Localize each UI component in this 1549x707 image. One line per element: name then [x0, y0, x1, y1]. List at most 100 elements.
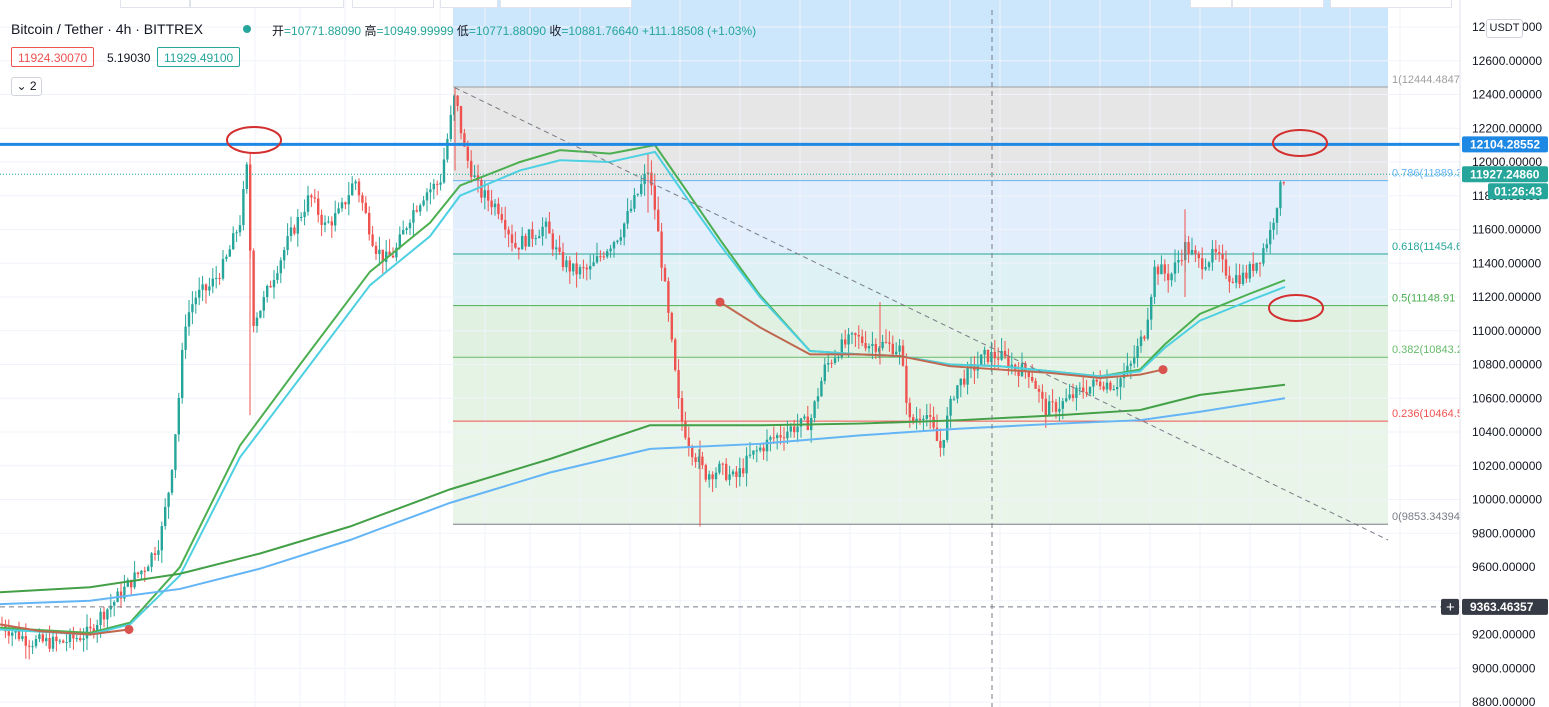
candle-body [844, 339, 847, 345]
candle-body [599, 256, 602, 258]
candle-body [517, 247, 520, 250]
candle-body [541, 226, 544, 237]
candle-body [721, 463, 724, 465]
sell-price-button[interactable]: 11924.30070 [11, 47, 95, 67]
candle-body [738, 468, 741, 478]
price-tick-label: 9000.00000 [1472, 661, 1536, 675]
candle-body [745, 455, 748, 474]
candle-body [718, 463, 721, 473]
price-axis: 12800.0000012600.0000012400.0000012200.0… [1441, 0, 1549, 707]
candle-body [7, 631, 10, 636]
candle-body [11, 632, 14, 636]
candle-body [470, 160, 473, 177]
candle-body [497, 203, 500, 215]
cross-marker [124, 624, 134, 634]
candle-body [1010, 364, 1013, 369]
buy-price-button[interactable]: 11929.49100 [157, 47, 241, 67]
candle-body [1167, 273, 1170, 281]
indicator-count: 2 [29, 79, 37, 93]
high-value: =10949.99999 [376, 24, 454, 38]
candle-body [946, 415, 949, 440]
candle-body [374, 245, 378, 254]
candle-body [1194, 250, 1197, 254]
candle-body [1105, 382, 1109, 390]
candle-body [704, 465, 707, 480]
price-tick-label: 10800.00000 [1472, 358, 1542, 372]
candle-body [1136, 346, 1139, 358]
candle-body [1031, 376, 1034, 381]
candle-body [150, 553, 153, 567]
fib-label: 0(9853.34394 [1392, 511, 1460, 523]
candle-body [317, 198, 320, 215]
candle-body [289, 227, 293, 237]
candle-body [990, 351, 993, 363]
candle-body [980, 354, 983, 365]
candle-body [310, 195, 313, 198]
candle-body [1088, 386, 1092, 394]
candle-body [147, 566, 150, 572]
candle-body [204, 284, 208, 291]
candle-body [585, 267, 588, 270]
candle-body [963, 378, 966, 385]
candle-body [884, 341, 888, 343]
chevron-down-icon: ⌄ [16, 79, 27, 93]
countdown-label: 01:26:43 [1494, 184, 1542, 198]
price-tick-label: 10400.00000 [1472, 425, 1542, 439]
candle-body [1231, 281, 1234, 283]
candle-body [871, 344, 874, 347]
candle-body [436, 183, 439, 185]
candle-body [582, 267, 585, 269]
candle-body [997, 358, 1000, 360]
candle-body [595, 256, 599, 263]
candle-body [942, 439, 945, 448]
candle-body [1252, 263, 1255, 271]
fib-zone [453, 305, 1388, 358]
candle-body [439, 182, 442, 185]
candle-body [283, 250, 286, 261]
moving-average-line [0, 383, 1286, 594]
candle-body [993, 351, 996, 359]
crosshair-price-label: 9363.46357 [1470, 600, 1534, 614]
moving-averages [0, 144, 1286, 636]
candle-body [1150, 296, 1153, 320]
candle-body [1099, 381, 1102, 387]
candle-body [803, 416, 806, 419]
candle-body [697, 456, 701, 462]
moving-average-line [0, 150, 1286, 636]
candle-body [561, 251, 565, 268]
symbol-title[interactable]: Bitcoin / Tether · 4h · BITTREX [11, 21, 203, 37]
candle-body [48, 638, 51, 649]
candle-body [626, 211, 629, 224]
drawings [0, 10, 1460, 707]
candle-body [813, 401, 816, 419]
candle-body [1027, 370, 1030, 377]
candle-body [228, 249, 231, 257]
candle-body [1119, 378, 1122, 388]
fib-label: 0.5(11148.91 [1392, 293, 1455, 305]
candle-body [830, 362, 833, 364]
candle-body [221, 258, 225, 279]
candle-body [432, 183, 435, 190]
candle-body [157, 550, 160, 555]
indicators-toggle-button[interactable]: ⌄ 2 [11, 77, 42, 96]
candle-body [510, 234, 514, 243]
candle-body [769, 437, 772, 440]
candle-body [109, 605, 112, 610]
price-tick-label: 10000.00000 [1472, 493, 1542, 507]
candle-body [130, 579, 133, 588]
candle-body [170, 469, 174, 493]
candle-body [650, 172, 653, 186]
candle-body [31, 646, 34, 648]
candle-body [1245, 272, 1248, 279]
candle-body [480, 180, 483, 198]
toolbar-fragment [352, 0, 434, 8]
candle-body [827, 362, 830, 365]
candle-body [1034, 380, 1037, 389]
price-tick-label: 8800.00000 [1472, 695, 1536, 707]
currency-button[interactable]: USDT [1486, 19, 1523, 38]
candle-body [796, 426, 799, 433]
candle-body [473, 175, 476, 177]
candle-body [371, 234, 374, 246]
candle-body [79, 638, 82, 641]
